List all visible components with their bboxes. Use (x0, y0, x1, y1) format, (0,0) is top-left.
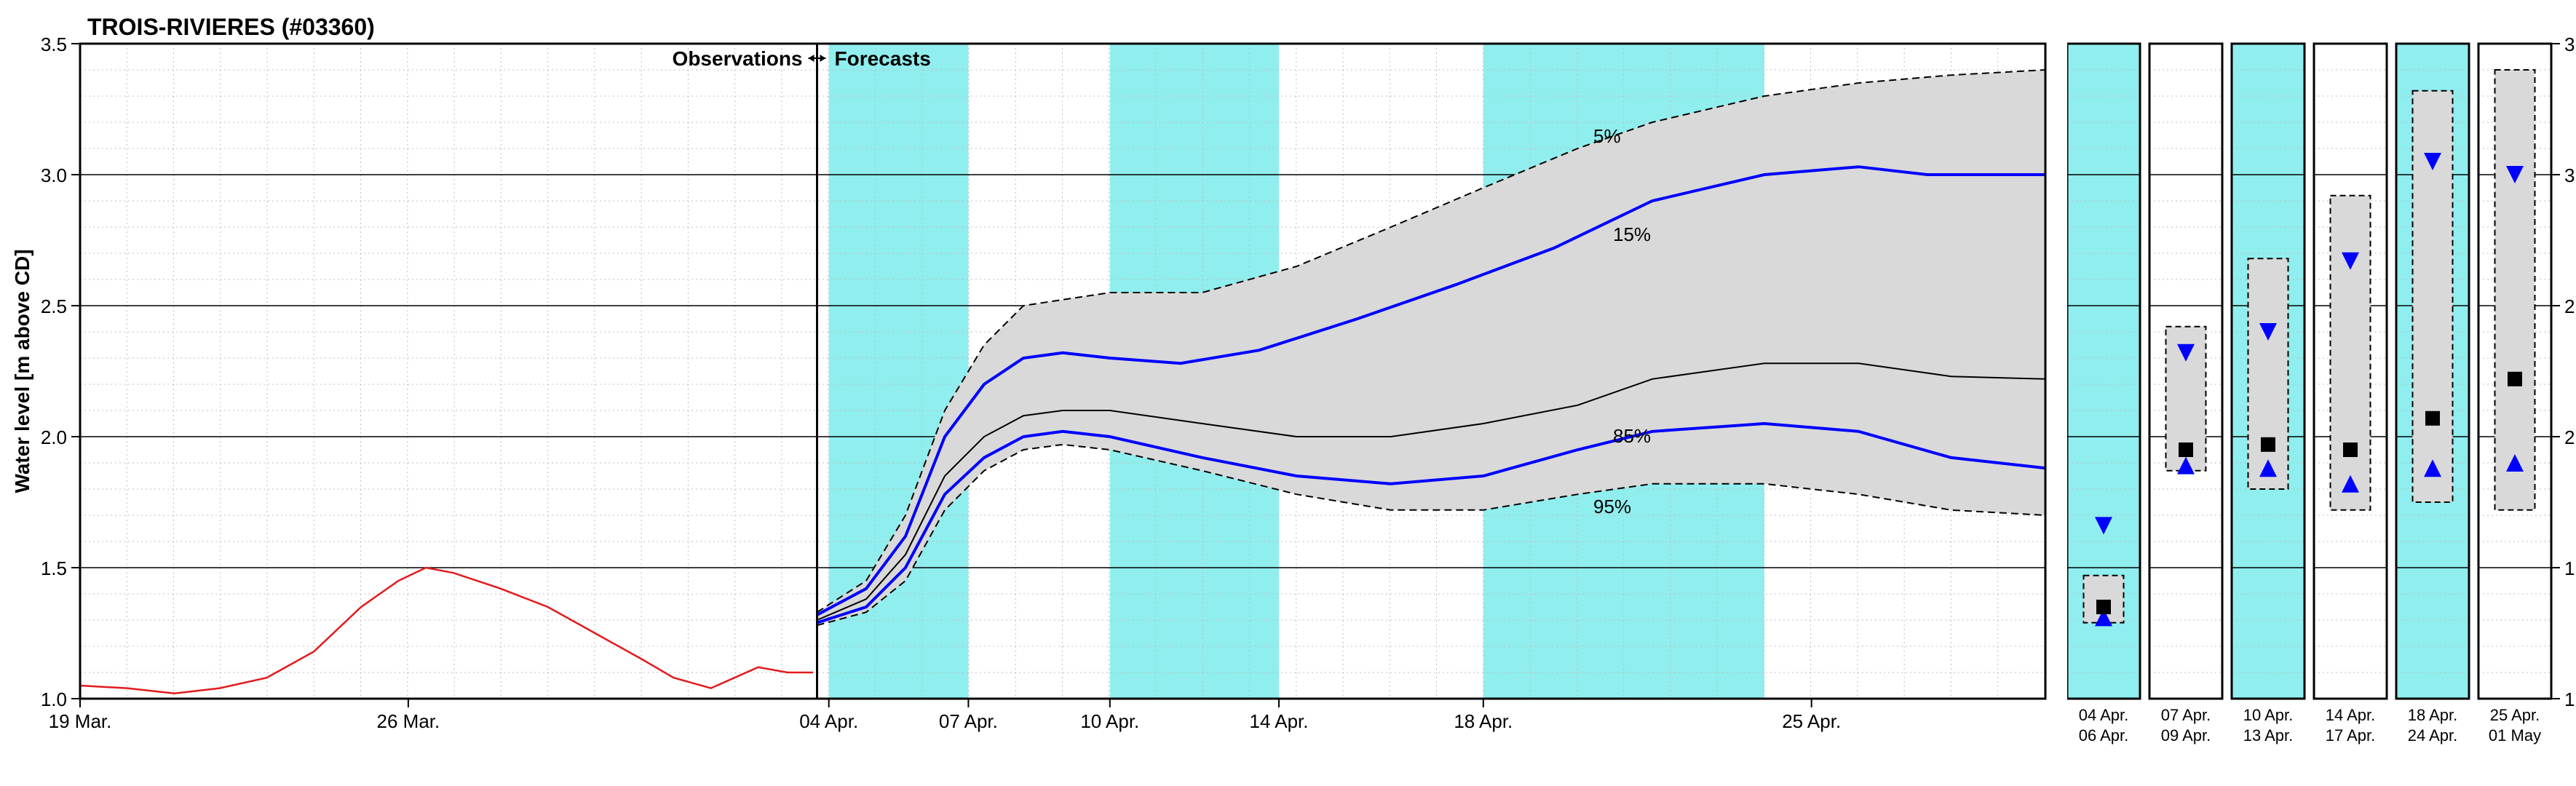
ytick-label-right: 1.0 (2564, 688, 2576, 710)
xtick-label: 25 Apr. (1782, 710, 1841, 732)
ytick-label: 2.0 (41, 426, 67, 448)
panel-label-top: 04 Apr. (2079, 706, 2129, 724)
panel-label-bot: 06 Apr. (2079, 726, 2129, 745)
panel-box (2248, 258, 2288, 489)
xtick-label: 19 Mar. (49, 710, 112, 732)
panel-label-top: 14 Apr. (2326, 706, 2376, 724)
main-chart-container: 5% 15% 85% 95% TROIS-RIVIERES (#03360) Observ… (7, 7, 2060, 779)
marker-mid (2261, 437, 2275, 452)
panel-label-top: 18 Apr. (2408, 706, 2458, 724)
marker-mid (2096, 600, 2111, 614)
ytick-label: 3.5 (41, 33, 67, 55)
y-axis-label: Water level [m above CD] (11, 249, 33, 493)
marker-mid (2343, 442, 2358, 457)
xtick-label: 26 Mar. (377, 710, 440, 732)
panel-label-top: 10 Apr. (2243, 706, 2294, 724)
xtick-label: 10 Apr. (1080, 710, 1139, 732)
marker-mid (2508, 372, 2522, 386)
main-chart-svg: 5% 15% 85% 95% TROIS-RIVIERES (#03360) Observ… (7, 7, 2060, 779)
label-85: 85% (1613, 425, 1651, 447)
panel-label-top: 07 Apr. (2161, 706, 2211, 724)
ytick-label: 3.0 (41, 164, 67, 186)
ytick-label: 1.5 (41, 557, 67, 579)
panel-label-bot: 09 Apr. (2161, 726, 2211, 745)
marker-mid (2179, 442, 2193, 457)
legend-observations: Observations (673, 47, 803, 70)
xtick-label: 18 Apr. (1454, 710, 1513, 732)
xtick-label: 07 Apr. (939, 710, 998, 732)
label-05: 5% (1593, 125, 1621, 147)
ytick-label: 1.0 (41, 688, 67, 710)
xtick-label: 04 Apr. (799, 710, 858, 732)
ytick-label: 2.5 (41, 295, 67, 317)
chart-title: TROIS-RIVIERES (#03360) (87, 14, 375, 40)
label-95: 95% (1593, 496, 1631, 517)
panel-label-bot: 13 Apr. (2243, 726, 2294, 745)
ytick-label-right: 2.0 (2564, 426, 2576, 448)
panel-label-bot: 01 May (2489, 726, 2541, 745)
panels-container: 04 Apr. 06 Apr. 07 Apr. 09 Apr. 10 Apr. 13 Ap… (2067, 7, 2576, 779)
ytick-label-right: 3.0 (2564, 164, 2576, 186)
panel-label-bot: 17 Apr. (2326, 726, 2376, 745)
ytick-label-right: 1.5 (2564, 557, 2576, 579)
panel-box (2495, 70, 2535, 510)
panel-label-bot: 24 Apr. (2408, 726, 2458, 745)
chart-root: 5% 15% 85% 95% TROIS-RIVIERES (#03360) Observ… (7, 7, 2569, 779)
panel-box (2413, 91, 2453, 502)
panel-label-top: 25 Apr. (2490, 706, 2540, 724)
ytick-label-right: 3.5 (2564, 33, 2576, 55)
panel-box (2331, 196, 2371, 510)
xtick-label: 14 Apr. (1250, 710, 1309, 732)
panels-svg: 04 Apr. 06 Apr. 07 Apr. 09 Apr. 10 Apr. 13 Ap… (2067, 7, 2576, 779)
ytick-label-right: 2.5 (2564, 295, 2576, 317)
marker-mid (2425, 411, 2440, 426)
label-15: 15% (1613, 223, 1651, 245)
legend-forecasts: Forecasts (835, 47, 931, 70)
